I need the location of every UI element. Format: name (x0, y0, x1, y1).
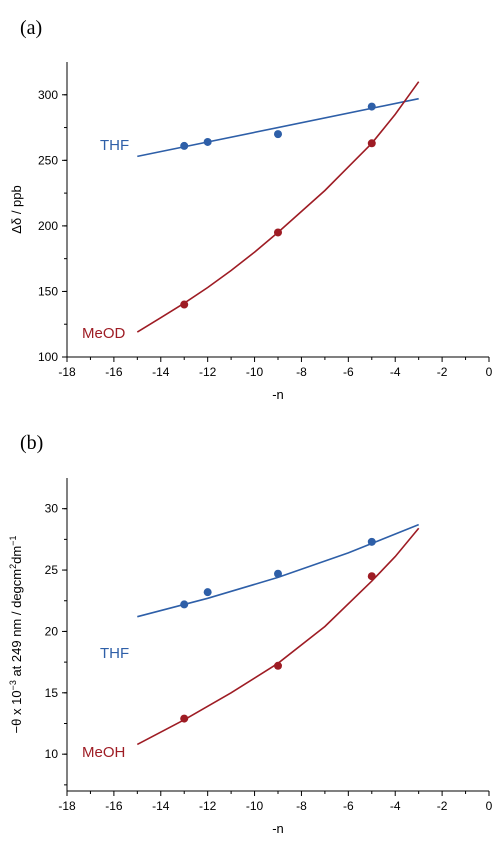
y-tick-label: 10 (45, 747, 59, 761)
x-tick-label: -10 (246, 799, 264, 813)
data-point-thf (180, 141, 189, 150)
data-point-meod (367, 139, 376, 148)
fit-line-thf (137, 97, 419, 158)
series-label-thf: THF (100, 645, 129, 662)
x-tick-label: -10 (246, 365, 264, 379)
y-axis-title-part: dm (9, 546, 24, 564)
panel-label: (a) (20, 17, 42, 39)
data-point-thf (180, 600, 189, 609)
data-point-meod (180, 300, 189, 309)
x-tick-label: -4 (390, 799, 401, 813)
data-point-thf (203, 588, 212, 597)
x-tick-label: 0 (486, 365, 493, 379)
data-point-thf (367, 537, 376, 546)
x-tick-label: -12 (199, 365, 217, 379)
y-tick-label: 150 (38, 284, 58, 298)
y-axis-title-part: at 249 nm / degcm (9, 569, 24, 680)
x-tick-label: -16 (105, 365, 123, 379)
chart-panel-b: (b) -18 -16 -14 -12 -10 -8 -6 -4 -2 0 10 15 20 25 30 -n −… (8, 432, 493, 836)
y-axis-title-part: −θ x 10 (9, 690, 24, 733)
x-tick-label: -16 (105, 799, 123, 813)
x-axis-title: -n (272, 821, 284, 836)
data-point-thf (367, 102, 376, 111)
chart-panel-a: (a) -18 -16 -14 -12 -10 -8 -6 -4 -2 0 100 150 200 250 3… (9, 17, 493, 402)
y-tick-label: 100 (38, 350, 58, 364)
series-label-thf: THF (100, 137, 129, 154)
x-tick-label: -14 (152, 365, 170, 379)
x-tick-label: -12 (199, 799, 217, 813)
y-tick-label: 200 (38, 219, 58, 233)
series-label-meod: MeOD (82, 325, 126, 342)
y-axis-title: Δδ / ppb (9, 185, 24, 233)
data-point-meod (274, 228, 282, 237)
x-axis-title: -n (272, 387, 284, 402)
x-tick-label: 0 (486, 799, 493, 813)
y-tick-label: 300 (38, 88, 58, 102)
data-point-thf (274, 130, 282, 139)
x-tick-label: -6 (343, 365, 354, 379)
y-tick-label: 20 (45, 624, 59, 638)
y-tick-label: 25 (45, 563, 59, 577)
y-axis-title-part: −1 (8, 536, 18, 546)
x-tick-label: -2 (437, 799, 448, 813)
data-point-thf (203, 137, 212, 146)
x-tick-label: -14 (152, 799, 170, 813)
y-axis-title-part: 2 (8, 564, 18, 569)
fit-line-meod (136, 81, 420, 333)
x-tick-label: -2 (437, 365, 448, 379)
data-point-thf (274, 569, 282, 578)
y-tick-label: 15 (45, 686, 59, 700)
panel-label: (b) (20, 432, 43, 454)
data-point-meoh (367, 572, 376, 581)
data-point-meoh (180, 714, 189, 723)
x-tick-label: -4 (390, 365, 401, 379)
series-label-meoh: MeOH (82, 744, 125, 761)
x-tick-label: -8 (296, 365, 307, 379)
fit-line-meoh (136, 527, 420, 746)
y-tick-label: 30 (45, 502, 59, 516)
y-tick-label: 250 (38, 153, 58, 167)
x-tick-label: -18 (58, 799, 76, 813)
x-tick-label: -6 (343, 799, 354, 813)
y-axis-title: −θ x 10−3 at 249 nm / degcm2dm−1 (8, 536, 24, 734)
x-tick-label: -8 (296, 799, 307, 813)
y-axis-title-part: −3 (8, 680, 18, 690)
data-point-meoh (274, 661, 282, 670)
x-tick-label: -18 (58, 365, 76, 379)
